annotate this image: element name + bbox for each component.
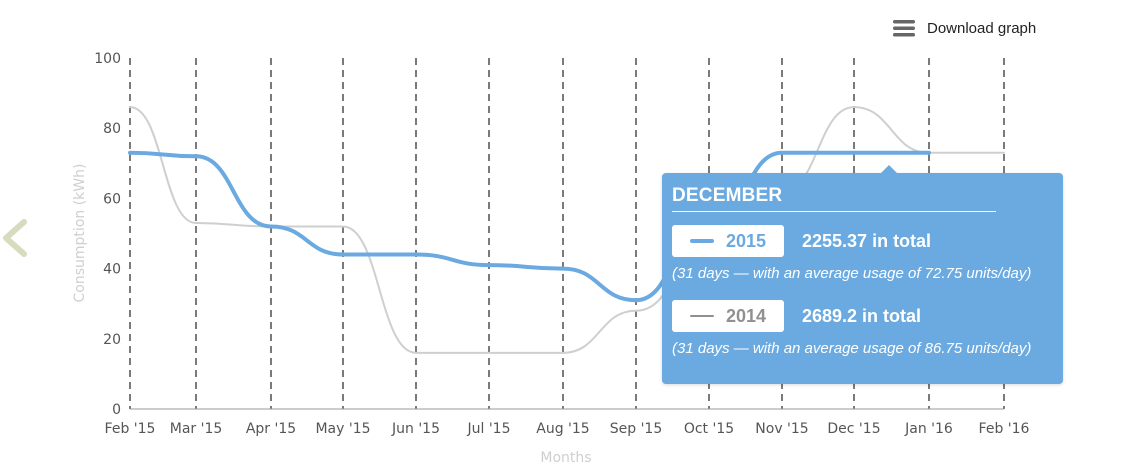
series-line-2015	[128, 150, 931, 303]
download-graph-label: Download graph	[927, 19, 1037, 37]
series-note-2014: (31 days — with an average usage of 86.7…	[672, 340, 1032, 357]
y-tick-label: 0	[112, 402, 121, 418]
hamburger-menu-icon	[893, 20, 915, 37]
chevron-left-icon	[3, 219, 27, 257]
x-tick-label: Feb '16	[979, 421, 1030, 437]
x-tick-label: Aug '15	[536, 421, 589, 437]
series-pill-2015: 2015	[672, 225, 784, 257]
x-tick-label: Jun '15	[391, 421, 440, 437]
series-total-2015: 2255.37 in total	[802, 230, 932, 251]
back-button[interactable]	[0, 216, 30, 260]
x-tick-label: Jul '15	[466, 421, 510, 437]
chart-tooltip: DECEMBER 2015 2255.37 in total (31 days …	[662, 165, 1063, 384]
y-tick-label: 100	[94, 51, 121, 67]
x-tick-label: Jan '16	[904, 421, 953, 437]
y-tick-label: 60	[103, 191, 121, 207]
x-tick-label: Sep '15	[610, 421, 663, 437]
series-swatch-2014	[689, 315, 714, 317]
y-tick-label: 20	[103, 332, 121, 348]
tooltip-divider	[672, 211, 996, 212]
tooltip-row-2015: 2015 2255.37 in total	[672, 225, 931, 257]
y-tick-label: 40	[103, 262, 121, 278]
x-tick-label: Mar '15	[170, 421, 223, 437]
x-axis-title: Months	[540, 450, 591, 466]
x-tick-label: Nov '15	[755, 421, 808, 437]
series-note-2015: (31 days — with an average usage of 72.7…	[672, 265, 1032, 282]
x-tick-label: Apr '15	[246, 421, 296, 437]
series-year-2015: 2015	[725, 230, 767, 251]
series-total-2014: 2689.2 in total	[802, 305, 922, 326]
x-tick-label: Feb '15	[105, 421, 156, 437]
series-year-2014: 2014	[725, 305, 767, 326]
x-tick-label: Oct '15	[684, 421, 734, 437]
x-tick-label: May '15	[315, 421, 370, 437]
series-swatch-2015	[689, 239, 714, 243]
y-axis-title: Consumption (kWh)	[72, 164, 88, 303]
series-pill-2014: 2014	[672, 300, 784, 332]
y-tick-label: 80	[103, 121, 121, 137]
x-tick-label: Dec '15	[827, 421, 880, 437]
download-graph-button[interactable]: Download graph	[893, 16, 1036, 40]
tooltip-row-2014: 2014 2689.2 in total	[672, 300, 921, 332]
tooltip-title: DECEMBER	[672, 185, 783, 206]
